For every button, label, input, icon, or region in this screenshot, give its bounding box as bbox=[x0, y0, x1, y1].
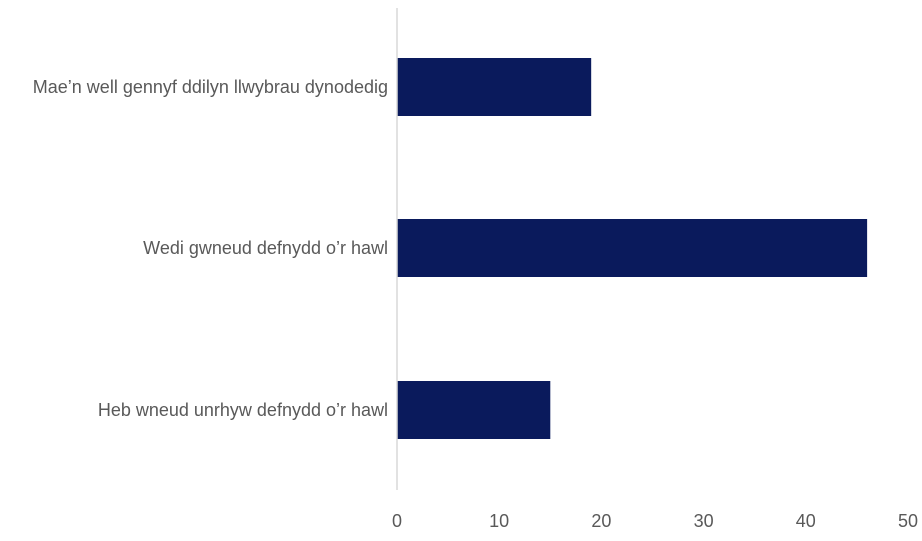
category-label-preferred-routes: Mae’n well gennyf ddilyn llwybrau dynode… bbox=[32, 77, 388, 97]
bar-0 bbox=[397, 58, 592, 116]
bar-1 bbox=[397, 219, 868, 277]
x-tick-label-0: 0 bbox=[392, 511, 402, 531]
category-label-not-used-right: Heb wneud unrhyw defnydd o’r hawl bbox=[97, 400, 388, 420]
x-tick-label-50: 50 bbox=[898, 511, 918, 531]
x-tick-label-20: 20 bbox=[591, 511, 611, 531]
x-tick-labels: 0 10 20 30 40 50 bbox=[392, 511, 918, 531]
x-tick-label-10: 10 bbox=[489, 511, 509, 531]
bars-group bbox=[397, 58, 868, 439]
x-tick-label-40: 40 bbox=[796, 511, 816, 531]
bar-2 bbox=[397, 381, 551, 439]
x-tick-label-30: 30 bbox=[694, 511, 714, 531]
category-label-used-right: Wedi gwneud defnydd o’r hawl bbox=[143, 238, 388, 258]
